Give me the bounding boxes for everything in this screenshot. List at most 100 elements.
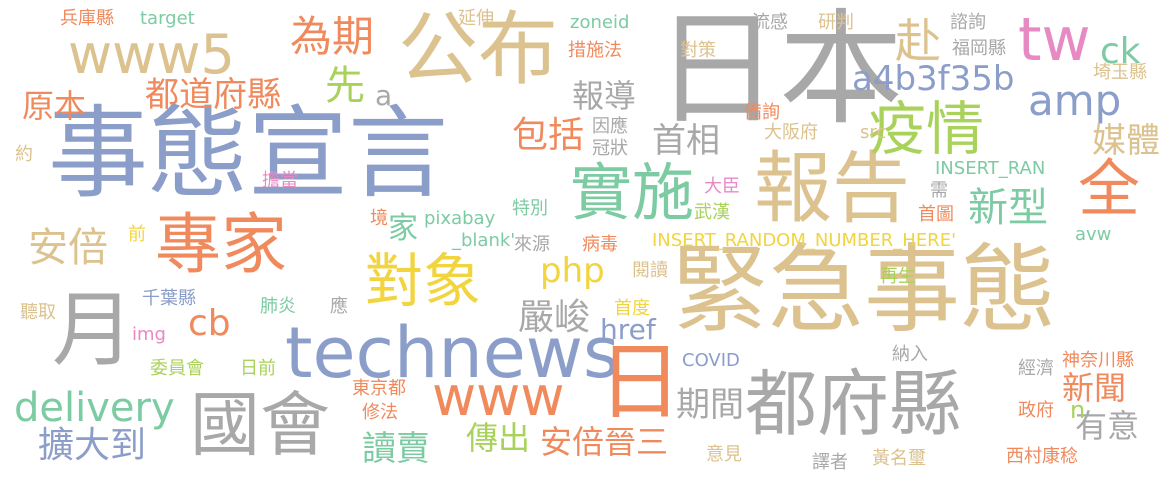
word-tebie: 特別	[512, 198, 548, 219]
word-dongjingdu: 東京都	[352, 378, 406, 399]
word-src: src	[860, 122, 887, 143]
word-dandang: 擔當	[262, 170, 298, 191]
word-xiufa: 修法	[362, 402, 398, 423]
word-zhuanjia: 專家	[155, 206, 287, 283]
word-shouxiang: 首相	[652, 121, 720, 161]
word-dudaofuxian: 都道府縣	[145, 75, 281, 115]
word-riqian: 日前	[240, 358, 276, 379]
word-dufuxian: 都府縣	[745, 362, 962, 446]
word-duice: 對策	[680, 40, 716, 61]
word-yinying: 因應	[592, 116, 628, 137]
word-shennaichuanxian: 神奈川縣	[1062, 350, 1134, 371]
word-avw: avw	[1075, 224, 1112, 245]
word-php: php	[540, 251, 605, 291]
word-yiqing: 疫情	[868, 95, 985, 163]
word-baogao: 報告	[754, 144, 911, 234]
word-dachen: 大臣	[704, 176, 740, 197]
word-liugan: 流感	[752, 12, 788, 33]
word-laiyuan: 來源	[514, 234, 550, 255]
word-yanpan: 研判	[818, 12, 854, 33]
word-jingji: 經濟	[1018, 358, 1054, 379]
word-delivery: delivery	[14, 385, 175, 431]
word-cuoshifa: 措施法	[568, 40, 622, 61]
word-gongbu: 公布	[398, 3, 558, 96]
word-zhengfu: 政府	[1018, 400, 1054, 421]
word-target: target	[140, 8, 195, 29]
word-yue-yi: 約	[15, 144, 33, 165]
word-technews: technews	[285, 312, 620, 394]
word-yanshen: 延伸	[458, 8, 494, 29]
word-amp: amp	[1028, 76, 1122, 125]
word-dumai: 讀賣	[362, 429, 430, 469]
word-blank: _blank'	[452, 230, 516, 251]
word-wuhan: 武漢	[694, 202, 730, 223]
word-xinxing: 新型	[968, 185, 1048, 231]
word-pixabay: pixabay	[424, 208, 496, 229]
word-tingqu: 聽取	[20, 302, 56, 323]
word-youyi: 有意	[1075, 407, 1140, 445]
word-xu: 需	[930, 180, 948, 201]
word-shoudu: 首度	[614, 298, 650, 319]
word-guanzhuang: 冠狀	[592, 138, 628, 159]
word-bingdu: 病毒	[582, 234, 618, 255]
word-huangmingxi: 黃名璽	[872, 448, 926, 469]
word-ying: 應	[330, 296, 348, 317]
word-xinwen: 新聞	[1062, 369, 1127, 407]
word-zaisheng: 再生	[880, 266, 916, 287]
word-weiqi: 為期	[290, 12, 375, 61]
word-yizhe: 譯者	[812, 452, 848, 473]
word-yue: 月	[52, 283, 135, 378]
word-yijian: 意見	[706, 444, 742, 465]
word-quan: 全	[1078, 152, 1141, 225]
word-a4b3f35b: a4b3f35b	[852, 59, 1015, 99]
word-bingkuxian: 兵庫縣	[60, 8, 114, 29]
word-jing: 境	[370, 208, 388, 229]
word-fu: 赴	[895, 14, 941, 68]
word-qianyexian: 千葉縣	[142, 288, 196, 309]
word-duixiang: 對象	[365, 247, 482, 315]
word-jia: 家	[388, 211, 418, 246]
word-yanjun: 嚴峻	[518, 297, 591, 338]
word-tw: tw	[1018, 5, 1091, 75]
word-a: a	[375, 79, 393, 112]
word-shoutu: 首圖	[918, 204, 954, 225]
word-xian: 先	[325, 63, 365, 109]
word-weiyuanhui: 委員會	[150, 358, 204, 379]
word-n: n	[1070, 396, 1086, 424]
word-zoneid: zoneid	[570, 12, 630, 33]
word-anbei: 安倍	[28, 225, 108, 271]
word-ck: ck	[1100, 31, 1141, 72]
word-fugangxian: 福岡縣	[952, 38, 1006, 59]
word-guohui: 國會	[190, 384, 330, 466]
word-kuodadao: 擴大到	[38, 425, 147, 466]
word-ri: 日	[598, 333, 683, 431]
word-shishi: 實施	[570, 156, 695, 229]
word-img: img	[132, 324, 166, 345]
word-insert-ran: INSERT_RAN	[935, 158, 1046, 179]
word-yuanben: 原本	[22, 87, 87, 125]
word-insert-random: INSERT_RANDOM_NUMBER_HERE'	[652, 230, 957, 251]
word-dabanfu: 大阪府	[764, 122, 818, 143]
word-meiti: 媒體	[1092, 121, 1160, 161]
word-cb: cb	[188, 303, 231, 344]
word-yuedu: 閱讀	[632, 260, 668, 281]
word-covid: COVID	[682, 350, 740, 371]
word-beixun: 備詢	[744, 102, 780, 123]
word-href: href	[600, 313, 656, 346]
word-www5: www5	[68, 23, 235, 86]
word-jinji-shitai: 緊急事態	[672, 234, 1056, 346]
word-anbeijinsan: 安倍晉三	[540, 423, 669, 461]
word-qiyuxian: 埼玉縣	[1093, 62, 1147, 83]
word-chuanchu: 傳出	[466, 419, 531, 457]
word-riben: 日本	[655, 0, 904, 142]
word-qijian: 期間	[676, 385, 744, 425]
word-baokuo: 包括	[512, 115, 585, 156]
word-baodao: 報導	[572, 77, 637, 115]
word-xicunkangren: 西村康稔	[1006, 446, 1078, 467]
word-www: www	[432, 365, 565, 428]
word-qian: 前	[128, 224, 146, 245]
word-shitai-xuanyan: 事態宣言	[48, 95, 448, 212]
word-naru: 納入	[892, 344, 928, 365]
word-zixun: 諮詢	[950, 12, 986, 33]
